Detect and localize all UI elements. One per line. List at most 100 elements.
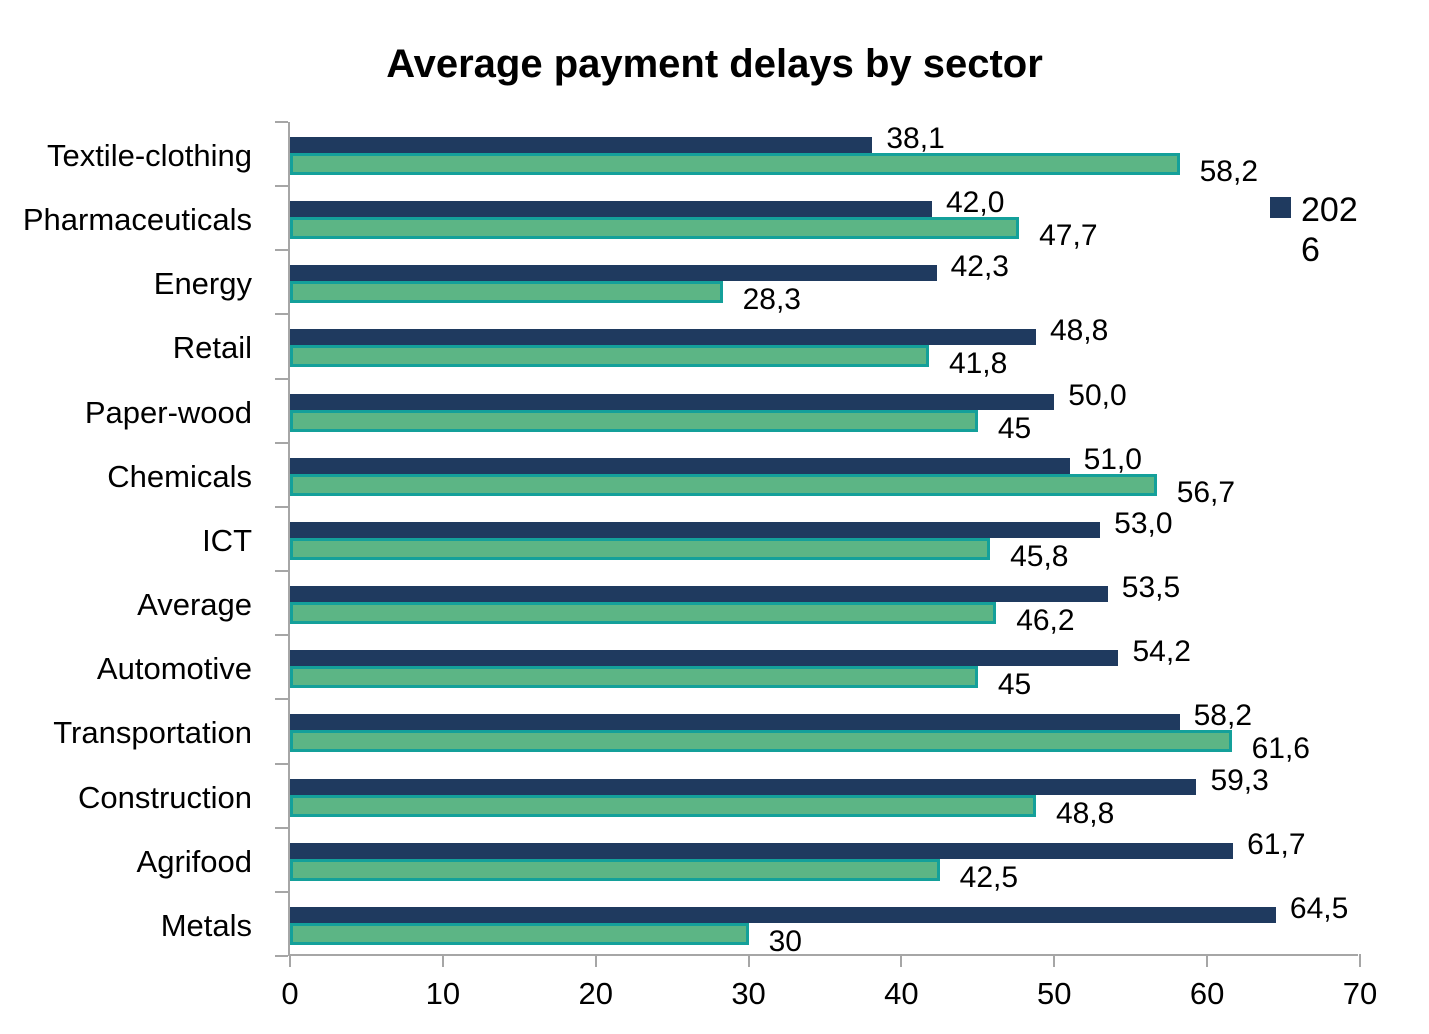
data-label-series-2: 41,8 [948, 347, 1008, 381]
bar-2026 [290, 201, 932, 218]
x-axis-tick-label: 70 [1342, 976, 1378, 1011]
category-label: Average [137, 587, 252, 623]
category-row: Chemicals 51,0 56,7 [107, 442, 1358, 509]
data-label-series-2: 28,3 [742, 283, 801, 317]
bar-series-2 [290, 473, 1157, 496]
bar-2026 [290, 650, 1119, 667]
category-label: Paper-wood [84, 394, 252, 430]
category-row: Retail 48,8 41,8 [173, 314, 1358, 381]
category-row: ICT 53,0 45,8 [202, 506, 1358, 573]
legend-label-line2: 6 [1301, 231, 1320, 269]
bar-series-2 [290, 794, 1036, 817]
bar-series-2 [290, 217, 1020, 240]
x-axis-tick [289, 954, 291, 967]
x-axis-tick [747, 954, 750, 967]
data-label-series-2: 58,2 [1199, 155, 1259, 188]
bar-2026 [290, 906, 1276, 923]
y-axis-tick [275, 313, 288, 316]
plot-area: Textile-clothing 38,1 58,2 Pharmaceuticals 4… [23, 121, 1377, 1011]
bar-series-2 [290, 281, 723, 304]
data-label-series-2: 61,6 [1251, 732, 1310, 766]
category-row: Transportation 58,2 61,6 [53, 699, 1358, 766]
legend: 202 6 [1270, 190, 1358, 270]
bar-2026 [290, 521, 1101, 538]
data-label-series-2: 30 [768, 924, 802, 958]
legend-label-line1: 202 [1301, 191, 1358, 229]
y-axis-tick [275, 185, 288, 188]
x-axis-tick [594, 954, 597, 967]
category-label: Textile-clothing [46, 138, 252, 173]
x-axis-tick-label: 10 [425, 976, 461, 1011]
y-axis-tick [275, 570, 288, 573]
bar-series-2 [290, 537, 991, 560]
x-axis-tick-label: 20 [578, 976, 613, 1011]
bar-series-2 [290, 602, 997, 625]
data-label-2026: 50,0 [1068, 378, 1127, 412]
y-axis-tick [275, 762, 288, 765]
data-label-series-2: 45,8 [1010, 539, 1069, 573]
category-label: Energy [153, 266, 252, 302]
x-axis-tick-label: 50 [1037, 976, 1072, 1011]
y-axis-tick [275, 249, 288, 252]
data-label-series-2: 48,8 [1055, 796, 1115, 830]
x-axis-tick-label: 40 [884, 976, 919, 1011]
data-label-series-2: 46,2 [1016, 604, 1075, 638]
category-row: Automotive 54,2 45 [97, 635, 1358, 702]
category-row: Pharmaceuticals 42,0 47,7 [23, 186, 1358, 253]
data-label-2026: 38,1 [886, 122, 945, 155]
data-label-2026: 42,3 [950, 250, 1009, 284]
bar-series-2 [290, 345, 929, 368]
data-label-2026: 61,7 [1247, 827, 1306, 861]
y-axis-tick [275, 890, 288, 893]
legend-swatch-2026 [1270, 197, 1291, 218]
category-label: Pharmaceuticals [22, 202, 252, 238]
data-label-2026: 58,2 [1193, 699, 1253, 733]
y-axis-tick [275, 826, 288, 829]
category-label: Agrifood [136, 843, 252, 879]
bar-2026 [290, 842, 1234, 859]
x-axis-tick [441, 954, 444, 967]
y-axis-tick [275, 698, 288, 701]
data-label-series-2: 45 [997, 668, 1032, 702]
x-axis-tick [1053, 954, 1056, 967]
data-label-series-2: 47,7 [1039, 219, 1098, 253]
category-label: Construction [77, 779, 252, 815]
bar-series-2 [290, 153, 1180, 175]
category-label: Retail [172, 330, 252, 366]
y-axis-tick [275, 955, 288, 957]
data-label-2026: 53,0 [1114, 506, 1173, 540]
x-axis-tick-label: 0 [281, 976, 299, 1011]
category-row: Construction 59,3 48,8 [78, 764, 1358, 830]
data-label-2026: 48,8 [1049, 314, 1109, 348]
bar-series-2 [290, 858, 940, 881]
bar-series-2 [290, 666, 978, 689]
category-label: Automotive [96, 651, 252, 687]
category-label: Chemicals [107, 458, 252, 494]
y-axis-tick [275, 634, 288, 637]
legend-label-2026: 202 6 [1301, 190, 1358, 270]
x-axis-tick-label: 60 [1189, 976, 1225, 1011]
bar-series-2 [290, 922, 749, 945]
y-axis-tick [275, 121, 288, 123]
bar-2026 [290, 457, 1070, 474]
data-label-series-2: 56,7 [1176, 475, 1236, 509]
data-label-series-2: 42,5 [959, 860, 1019, 894]
y-axis-tick [275, 441, 288, 444]
category-row: Paper-wood 50,0 45 [85, 378, 1358, 445]
bar-2026 [290, 714, 1180, 731]
data-label-2026: 42,0 [946, 186, 1005, 220]
y-axis-tick [275, 505, 288, 508]
bar-2026 [290, 137, 873, 153]
bar-2026 [290, 393, 1055, 410]
category-label: Transportation [53, 715, 252, 751]
data-label-2026: 51,0 [1083, 442, 1142, 476]
x-axis-tick-label: 30 [731, 976, 766, 1011]
x-axis-tick [1359, 954, 1361, 967]
category-row: Average 53,5 46,2 [137, 571, 1358, 638]
category-label: ICT [202, 522, 252, 558]
chart-title: Average payment delays by sector [386, 42, 1043, 86]
x-axis-tick [900, 954, 903, 967]
y-axis-tick [275, 377, 288, 380]
x-axis-tick [1206, 954, 1209, 967]
